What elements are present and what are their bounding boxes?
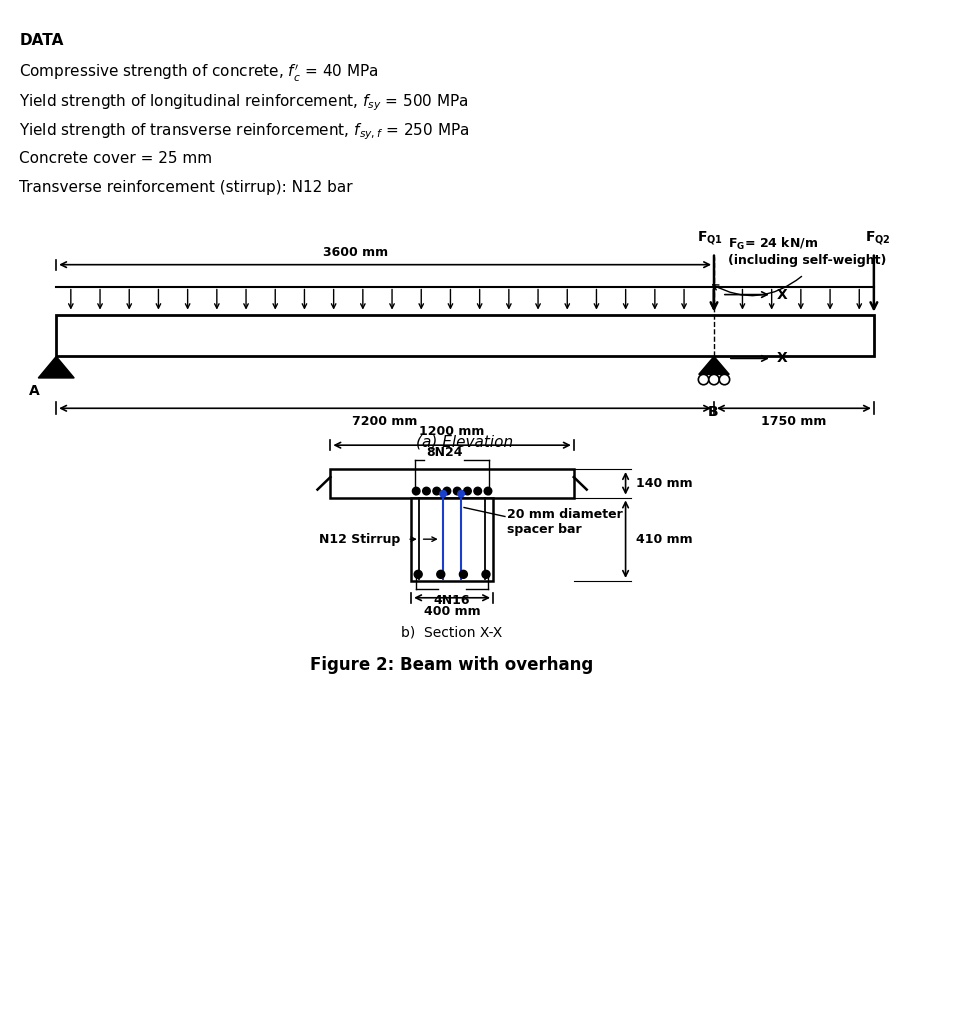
Text: 3600 mm: 3600 mm [323,246,388,259]
Text: $\mathbf{F_{Q1}}$: $\mathbf{F_{Q1}}$ [697,228,723,247]
Text: B: B [708,404,718,419]
Circle shape [709,375,719,385]
Text: A: A [29,384,40,398]
Circle shape [440,490,446,497]
Circle shape [443,487,451,495]
Bar [56,314,874,356]
Polygon shape [39,356,74,378]
Text: 400 mm: 400 mm [424,605,480,617]
Text: 410 mm: 410 mm [635,532,692,546]
Text: X: X [777,288,788,302]
Text: $\mathbf{F_G}$= 24 kN/m
(including self-weight): $\mathbf{F_G}$= 24 kN/m (including self-… [728,236,886,266]
Circle shape [698,375,709,385]
Text: 7200 mm: 7200 mm [353,416,417,428]
Text: Concrete cover = 25 mm: Concrete cover = 25 mm [19,151,212,166]
Text: 20 mm diameter
spacer bar: 20 mm diameter spacer bar [507,509,623,537]
Text: (a) Elevation: (a) Elevation [416,434,514,450]
Circle shape [413,487,420,495]
Circle shape [422,487,430,495]
Text: 1750 mm: 1750 mm [762,416,826,428]
Circle shape [458,490,465,497]
Text: Transverse reinforcement (stirrup): N12 bar: Transverse reinforcement (stirrup): N12 … [19,180,353,196]
Text: 4N16: 4N16 [434,594,470,607]
Circle shape [474,487,481,495]
Circle shape [433,487,441,495]
Text: b)  Section X-X: b) Section X-X [401,626,502,640]
Text: $\mathbf{F_{Q2}}$: $\mathbf{F_{Q2}}$ [865,228,891,247]
Circle shape [484,487,492,495]
FancyArrowPatch shape [712,276,802,296]
Text: X: X [777,351,788,366]
Bar [331,469,574,498]
Circle shape [437,570,444,579]
Circle shape [415,570,422,579]
Text: Yield strength of transverse reinforcement, $f_{sy,f}$ = 250 MPa: Yield strength of transverse reinforceme… [19,122,469,142]
Text: 140 mm: 140 mm [635,477,692,489]
Circle shape [719,375,730,385]
Polygon shape [699,356,729,375]
Text: Compressive strength of concrete, $f^{\prime}_c$ = 40 MPa: Compressive strength of concrete, $f^{\p… [19,62,379,84]
Bar [412,498,493,581]
Text: 1200 mm: 1200 mm [419,425,485,438]
Text: 8N24: 8N24 [426,446,463,459]
Text: Yield strength of longitudinal reinforcement, $f_{sy}$ = 500 MPa: Yield strength of longitudinal reinforce… [19,92,469,113]
Text: DATA: DATA [19,34,64,48]
Circle shape [464,487,471,495]
Text: Figure 2: Beam with overhang: Figure 2: Beam with overhang [310,655,594,674]
Circle shape [460,570,468,579]
Text: N12 Stirrup: N12 Stirrup [319,532,401,546]
Circle shape [453,487,461,495]
Circle shape [482,570,490,579]
